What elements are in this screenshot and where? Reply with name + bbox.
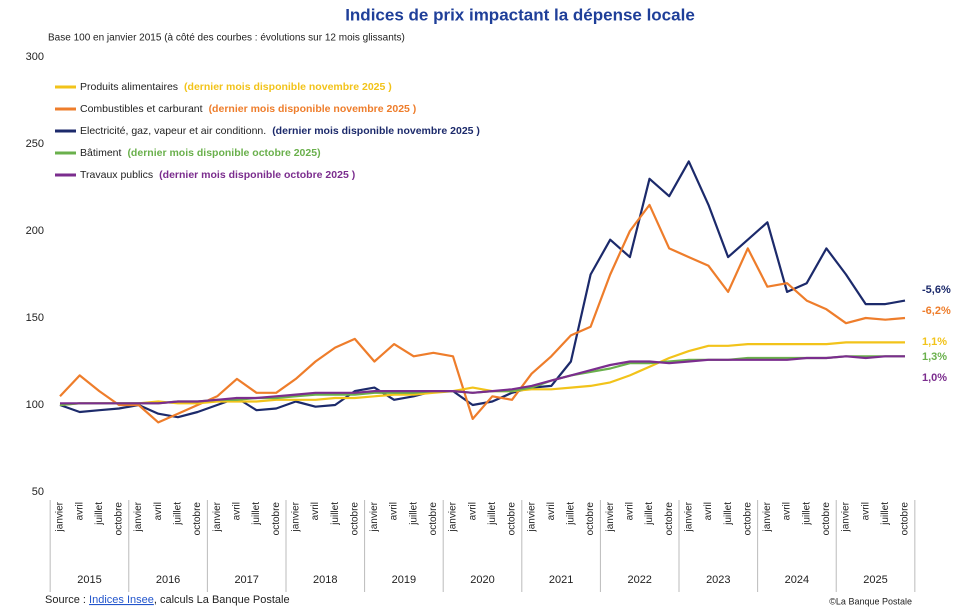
x-tick-label: janvier [605,501,616,532]
legend-note: (dernier mois disponible novembre 2025 ) [184,81,392,93]
x-tick-label: janvier [133,501,144,532]
x-tick-label: juillet [487,502,498,526]
legend-note: (dernier mois disponible novembre 2025 ) [209,103,417,115]
source-suffix: , calculs La Banque Postale [154,594,290,606]
x-tick-label: juillet [94,502,105,526]
year-label: 2023 [706,574,730,586]
year-label: 2024 [785,574,809,586]
end-label: -6,2% [922,305,951,317]
x-tick-label: juillet [880,502,891,526]
x-tick-label: avril [546,502,557,520]
x-tick-label: juillet [566,502,577,526]
series-line [59,355,905,407]
x-tick-label: octobre [271,502,282,536]
end-label: 1,0% [922,372,947,384]
year-label: 2016 [156,574,180,586]
legend-entry: Bâtiment (dernier mois disponible octobre… [80,147,321,159]
x-tick-label: juillet [801,502,812,526]
source-prefix: Source : [45,594,89,606]
legend-entry: Electricité, gaz, vapeur et air conditio… [80,125,480,137]
x-tick-label: janvier [448,501,459,532]
year-label: 2019 [392,574,416,586]
source: Source : Indices Insee, calculs La Banqu… [45,594,290,606]
legend-entry: Combustibles et carburant (dernier mois d… [80,103,416,115]
year-label: 2017 [234,574,258,586]
x-tick-label: juillet [251,502,262,526]
x-tick-label: janvier [369,501,380,532]
legend-note: (dernier mois disponible octobre 2025 ) [159,169,355,181]
legend-name: Travaux publics [80,169,153,181]
legend-name: Combustibles et carburant [80,103,203,115]
end-label: 1,1% [922,336,947,348]
x-tick-label: juillet [408,502,419,526]
legend-entry: Travaux publics (dernier mois disponible … [80,169,355,181]
x-tick-label: octobre [192,502,203,536]
year-label: 2020 [470,574,494,586]
x-tick-label: octobre [585,502,596,536]
x-tick-label: avril [153,502,164,520]
x-tick-label: avril [232,502,243,520]
series-line [60,355,905,405]
x-tick-label: avril [74,502,85,520]
chart-title: Indices de prix impactant la dépense loc… [345,5,695,24]
x-tick-label: avril [310,502,321,520]
x-tick-label: janvier [762,501,773,532]
x-tick-label: avril [625,502,636,520]
x-tick-label: octobre [664,502,675,536]
year-label: 2021 [549,574,573,586]
x-tick-label: octobre [428,502,439,536]
x-tick-label: janvier [290,501,301,532]
x-tick-label: octobre [349,502,360,536]
x-tick-label: octobre [900,502,911,536]
y-tick-label: 250 [26,138,44,150]
x-tick-label: janvier [683,501,694,532]
legend-note: (dernier mois disponible octobre 2025) [127,147,320,159]
end-label: -5,6% [922,284,951,296]
x-tick-label: janvier [55,501,66,532]
credit: ©La Banque Postale [829,596,912,606]
legend-name: Produits alimentaires [80,81,178,93]
series-line [59,341,905,407]
legend-note: (dernier mois disponible novembre 2025 ) [272,125,480,137]
y-tick-label: 150 [26,312,44,324]
x-tick-label: avril [703,502,714,520]
x-tick-label: avril [389,502,400,520]
end-label: 1,3% [922,351,947,363]
series-line [59,160,906,419]
y-tick-label: 50 [32,486,44,498]
y-tick-label: 200 [26,225,44,237]
x-tick-label: avril [782,502,793,520]
x-tick-label: octobre [114,502,125,536]
x-tick-label: juillet [723,502,734,526]
x-tick-label: janvier [212,501,223,532]
x-tick-label: octobre [821,502,832,536]
x-tick-label: janvier [526,501,537,532]
y-tick-label: 100 [26,399,44,411]
legend-name: Bâtiment [80,147,122,159]
x-tick-label: avril [467,502,478,520]
year-label: 2025 [863,574,887,586]
x-tick-label: juillet [330,502,341,526]
legend-entry: Produits alimentaires (dernier mois dispo… [80,81,392,93]
subtitle: Base 100 en janvier 2015 (à côté des cou… [48,33,405,44]
x-tick-label: octobre [742,502,753,536]
source-link[interactable]: Indices Insee [89,594,154,606]
x-tick-label: octobre [507,502,518,536]
year-label: 2018 [313,574,337,586]
x-tick-label: juillet [644,502,655,526]
x-tick-label: janvier [841,501,852,532]
legend-name: Electricité, gaz, vapeur et air conditio… [80,125,266,137]
x-tick-label: juillet [173,502,184,526]
x-tick-label: avril [860,502,871,520]
y-tick-label: 300 [26,51,44,63]
year-label: 2015 [77,574,101,586]
year-label: 2022 [627,574,651,586]
